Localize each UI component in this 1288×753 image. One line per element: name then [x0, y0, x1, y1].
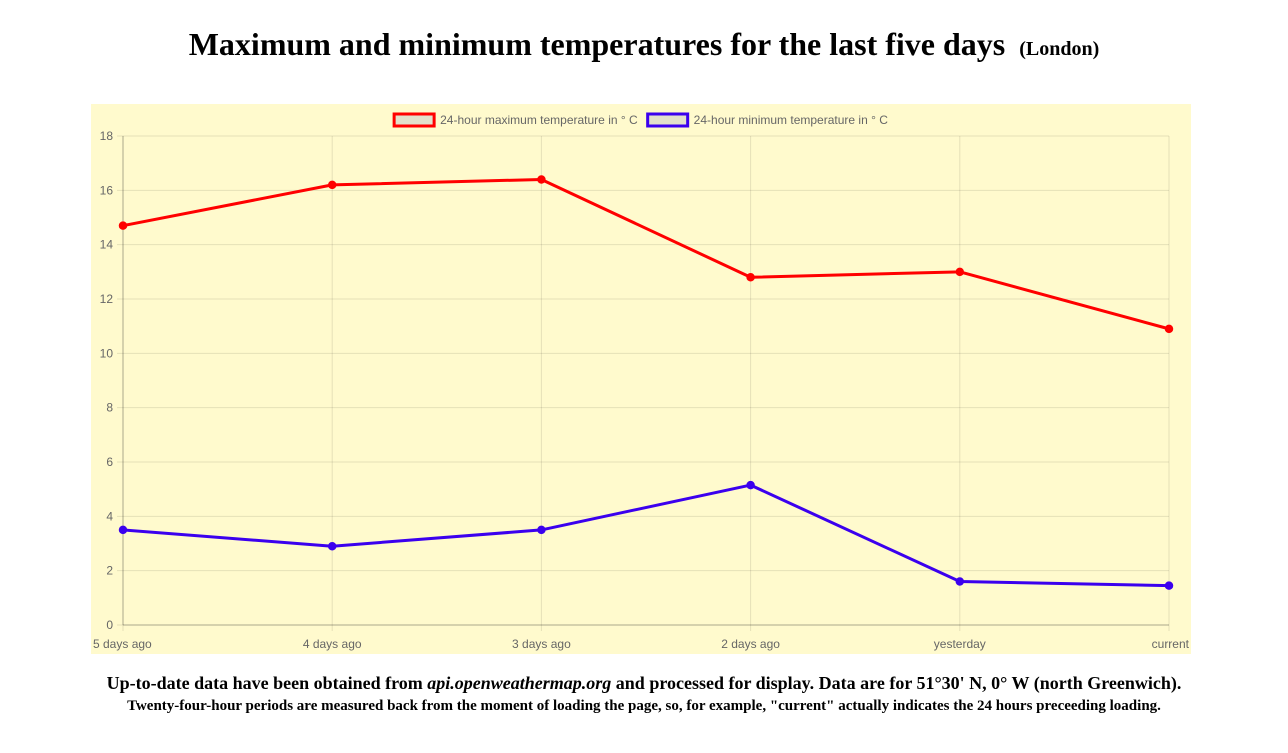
y-tick-label: 10 — [100, 346, 114, 360]
data-point-max — [327, 180, 337, 190]
data-point-max — [537, 175, 546, 184]
y-tick-label: 6 — [106, 455, 113, 469]
data-point-min — [746, 480, 755, 490]
y-tick-label: 14 — [100, 238, 114, 252]
data-source-note: Up-to-date data have been obtained from … — [0, 673, 1288, 694]
x-tick-label: 5 days ago — [93, 637, 152, 651]
data-point-max — [118, 221, 128, 230]
y-tick-label: 18 — [100, 129, 114, 143]
legend-label-min: 24-hour minimum temperature in ° C — [694, 113, 889, 127]
x-tick-label: 3 days ago — [512, 637, 571, 651]
data-point-min — [537, 525, 546, 535]
x-tick-label: yesterday — [934, 637, 986, 651]
data-point-min — [327, 541, 337, 551]
x-tick-label: 4 days ago — [303, 637, 362, 651]
source-suffix: and processed for display. Data are for … — [611, 673, 1182, 693]
series-line-min — [122, 483, 1170, 588]
y-tick-label: 12 — [100, 292, 114, 306]
series-line-max — [122, 177, 1170, 331]
legend-swatch-min — [646, 112, 690, 128]
y-tick-label: 8 — [106, 401, 113, 415]
y-tick-label: 4 — [106, 509, 113, 523]
chart-background — [91, 104, 1191, 654]
period-note: Twenty-four-hour periods are measured ba… — [127, 698, 1161, 714]
y-tick-label: 2 — [106, 564, 113, 578]
data-point-min — [955, 577, 965, 586]
temperature-chart: 0 2 4 6 8 10 12 14 16 18 5 days ago 4 days ago 3 day… — [91, 104, 1191, 654]
data-point-min — [1164, 581, 1174, 590]
data-point-max — [746, 273, 755, 282]
page-title: Maximum and minimum temperatures for the… — [0, 26, 1288, 63]
x-tick-label: 2 days ago — [721, 637, 780, 651]
legend-label-max: 24-hour maximum temperature in ° C — [440, 113, 638, 127]
x-tick-label: current — [1152, 637, 1190, 651]
data-point-max — [1164, 324, 1174, 334]
chart-container: 0 2 4 6 8 10 12 14 16 18 5 days ago 4 days ago 3 day… — [91, 104, 1191, 654]
source-prefix: Up-to-date data have been obtained from — [106, 673, 428, 693]
y-tick-label: 16 — [100, 183, 114, 197]
data-point-min — [118, 525, 128, 535]
y-tick-label: 0 — [106, 618, 113, 632]
source-link-text: api.openweathermap.org — [427, 673, 612, 693]
legend-swatch-max — [392, 112, 436, 128]
location-label: (London) — [1019, 38, 1100, 60]
chart-title: Maximum and minimum temperatures for the… — [188, 26, 1006, 62]
data-point-max — [955, 267, 965, 277]
